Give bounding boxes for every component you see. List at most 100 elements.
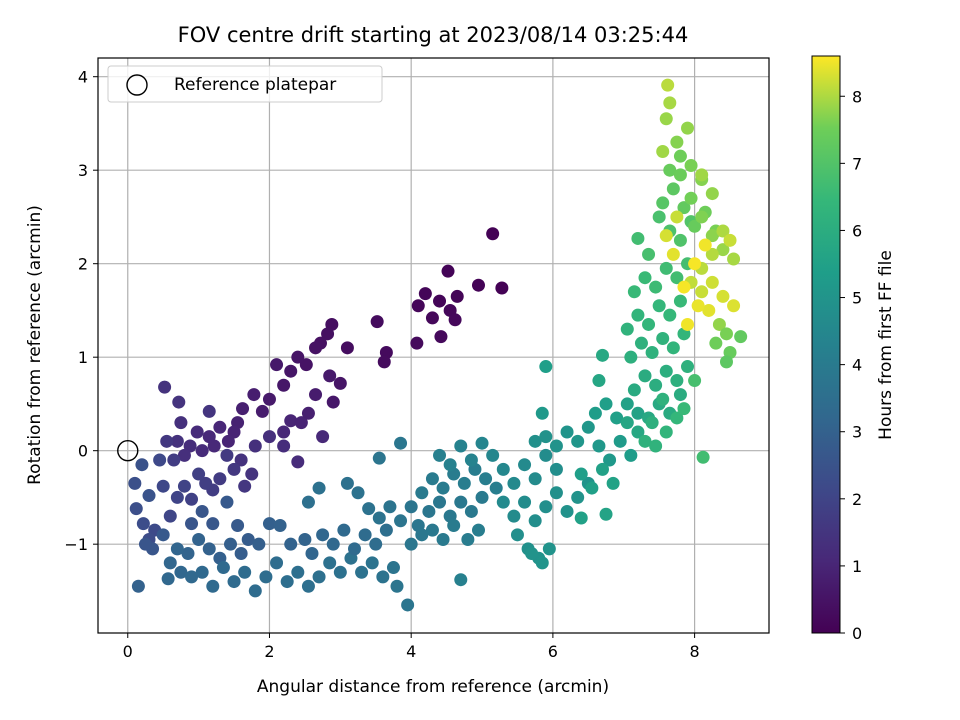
scatter-point xyxy=(663,163,677,177)
scatter-point xyxy=(638,271,652,285)
scatter-point xyxy=(372,451,386,465)
scatter-point xyxy=(358,528,372,542)
scatter-point xyxy=(681,317,695,331)
scatter-point xyxy=(475,490,489,504)
scatter-point xyxy=(394,436,408,450)
x-tick-label: 6 xyxy=(548,642,558,661)
scatter-point xyxy=(702,303,716,317)
scatter-point xyxy=(719,327,733,341)
chart-title: FOV centre drift starting at 2023/08/14 … xyxy=(178,23,689,47)
scatter-point xyxy=(340,341,354,355)
scatter-point xyxy=(142,489,156,503)
colorbar-gradient xyxy=(811,55,841,634)
scatter-point xyxy=(156,479,170,493)
scatter-point xyxy=(677,201,691,215)
scatter-point xyxy=(656,144,670,158)
legend-marker-reference xyxy=(126,74,148,96)
scatter-point xyxy=(670,135,684,149)
scatter-point xyxy=(436,481,450,495)
scatter-point xyxy=(627,285,641,299)
scatter-point xyxy=(177,479,191,493)
colorbar-tick-label: 6 xyxy=(852,221,862,240)
scatter-point xyxy=(185,570,199,584)
scatter-point xyxy=(592,439,606,453)
x-tick-label: 4 xyxy=(406,642,416,661)
scatter-point xyxy=(411,299,425,313)
legend-box xyxy=(107,65,383,103)
scatter-point xyxy=(252,537,266,551)
scatter-point xyxy=(479,472,493,486)
scatter-point xyxy=(245,467,259,481)
scatter-point xyxy=(383,500,397,514)
scatter-point xyxy=(195,565,209,579)
scatter-point xyxy=(624,350,638,364)
scatter-point xyxy=(156,528,170,542)
scatter-point xyxy=(163,556,177,570)
scatter-point xyxy=(649,378,663,392)
scatter-point xyxy=(592,374,606,388)
scatter-point xyxy=(475,436,489,450)
scatter-point xyxy=(248,584,262,598)
y-axis-label: Rotation from reference (arcmin) xyxy=(25,205,45,485)
scatter-point xyxy=(681,121,695,135)
scatter-point xyxy=(401,598,415,612)
scatter-point xyxy=(518,495,532,509)
scatter-point xyxy=(684,159,698,173)
scatter-point xyxy=(696,450,710,464)
scatter-point xyxy=(688,219,702,233)
scatter-point xyxy=(574,511,588,525)
colorbar-tick-label: 2 xyxy=(852,490,862,509)
scatter-point xyxy=(418,287,432,301)
scatter-point xyxy=(351,486,365,500)
scatter-point xyxy=(528,434,542,448)
scatter-point xyxy=(638,369,652,383)
scatter-point xyxy=(262,517,276,531)
scatter-point xyxy=(539,430,553,444)
scatter-point xyxy=(525,547,539,561)
scatter-point xyxy=(238,565,252,579)
scatter-point xyxy=(355,565,369,579)
scatter-point xyxy=(247,388,261,402)
scatter-point xyxy=(195,444,209,458)
scatter-point xyxy=(305,547,319,561)
scatter-point xyxy=(716,289,730,303)
scatter-point xyxy=(376,570,390,584)
scatter-point xyxy=(163,509,177,523)
scatter-point xyxy=(301,579,315,593)
scatter-point xyxy=(595,348,609,362)
scatter-point xyxy=(634,336,648,350)
scatter-point xyxy=(170,542,184,556)
scatter-point xyxy=(585,481,599,495)
scatter-point xyxy=(301,406,315,420)
scatter-point xyxy=(659,229,673,243)
scatter-point xyxy=(192,467,206,481)
scatter-point xyxy=(202,404,216,418)
scatter-point xyxy=(161,572,175,586)
scatter-point xyxy=(507,476,521,490)
scatter-point xyxy=(613,434,627,448)
colorbar-ticks: 0 1 2 3 4 5 6 7 8 xyxy=(840,87,862,643)
scatter-point xyxy=(337,523,351,537)
scatter-point xyxy=(663,96,677,110)
scatter-point xyxy=(323,556,337,570)
colorbar-tick-label: 5 xyxy=(852,289,862,308)
scatter-point xyxy=(202,430,216,444)
scatter-point xyxy=(539,500,553,514)
scatter-point xyxy=(560,504,574,518)
scatter-point xyxy=(496,462,510,476)
scatter-point xyxy=(138,537,152,551)
scatter-point xyxy=(443,458,457,472)
scatter-point xyxy=(234,547,248,561)
colorbar-tick-label: 0 xyxy=(852,624,862,643)
scatter-point xyxy=(433,294,447,308)
scatter-point xyxy=(312,570,326,584)
scatter-point xyxy=(656,392,670,406)
scatter-point xyxy=(571,434,585,448)
scatter-point xyxy=(153,453,167,467)
scatter-point xyxy=(255,404,269,418)
scatter-point xyxy=(528,514,542,528)
scatter-point xyxy=(131,579,145,593)
scatter-point xyxy=(434,330,448,344)
scatter-point xyxy=(652,299,666,313)
scatter-point xyxy=(199,476,213,490)
